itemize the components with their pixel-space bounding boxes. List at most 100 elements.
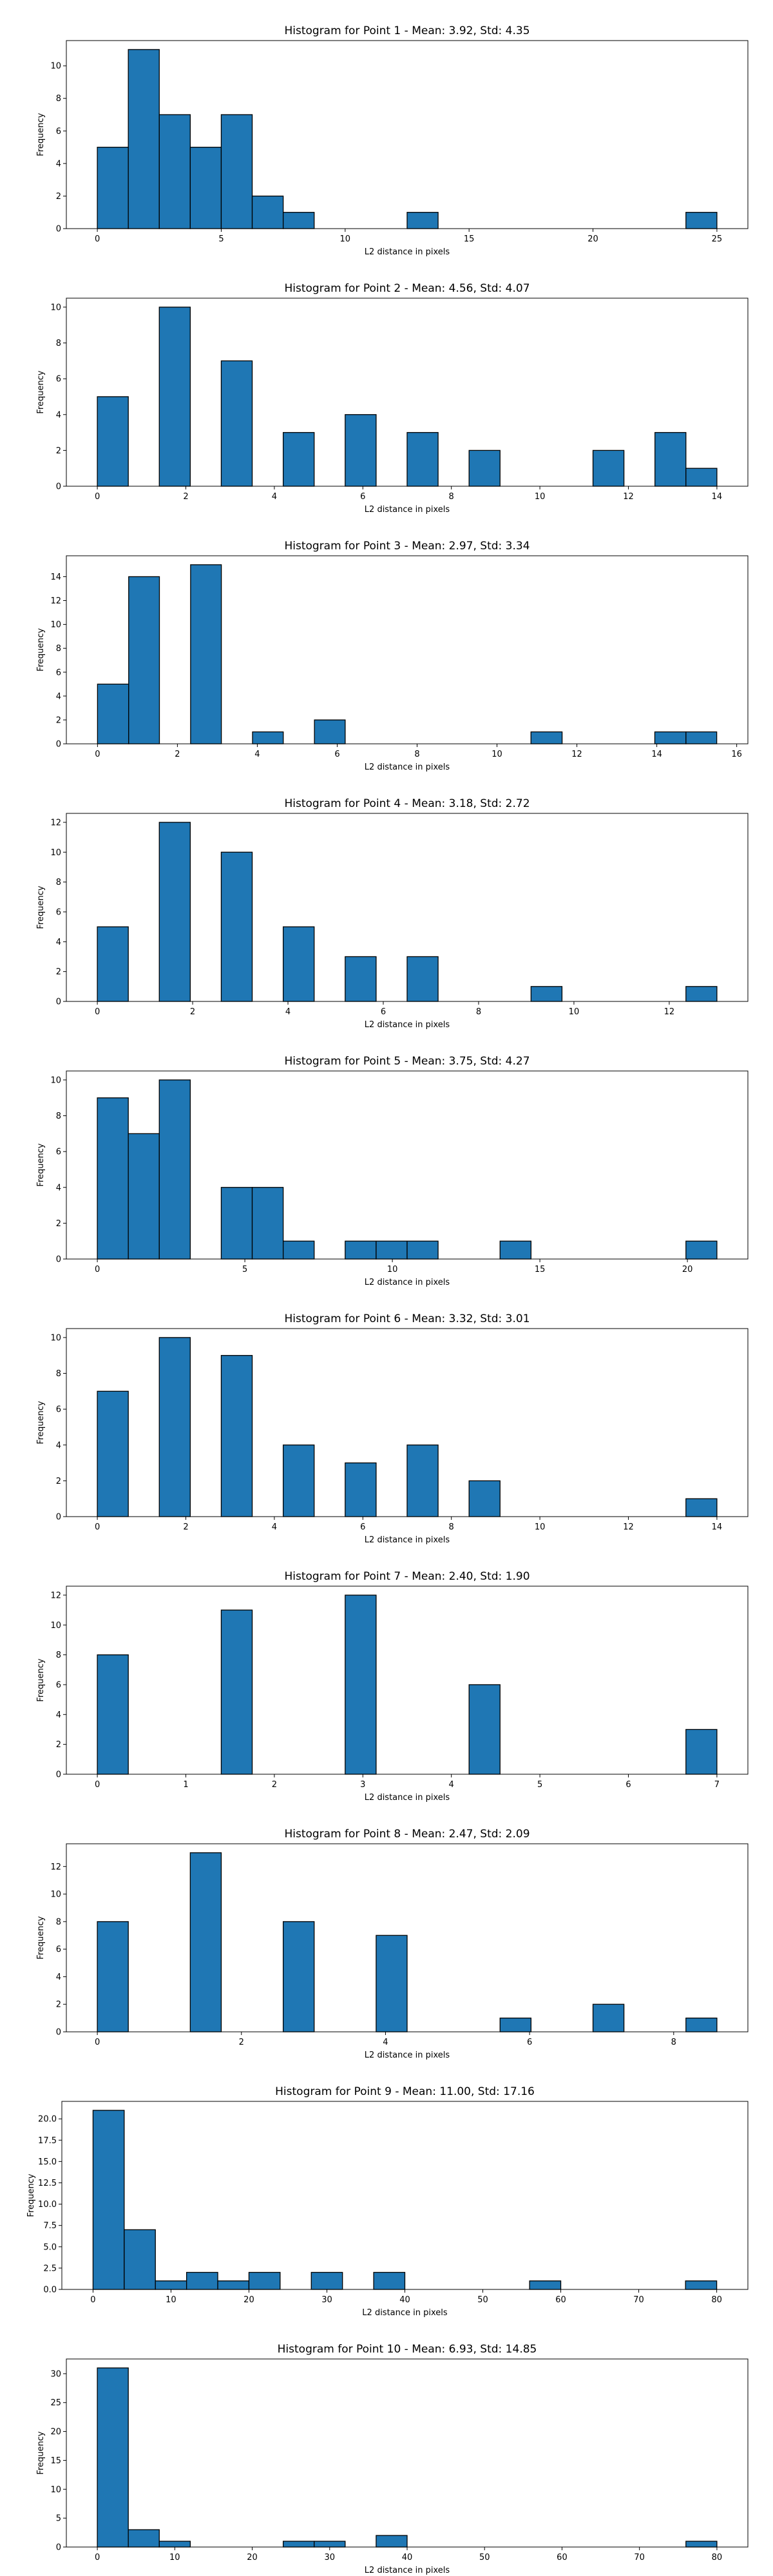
y-tick-label: 12.5 bbox=[38, 2179, 57, 2188]
chart-panel-3: Histogram for Point 3 - Mean: 2.97, Std:… bbox=[36, 540, 749, 772]
histogram-bar bbox=[592, 2003, 625, 2032]
x-tick-label: 6 bbox=[625, 1780, 631, 1790]
x-tick-label: 8 bbox=[449, 1522, 454, 1532]
x-tick-label: 4 bbox=[449, 1780, 454, 1790]
chart-panel-4: Histogram for Point 4 - Mean: 3.18, Std:… bbox=[36, 797, 749, 1030]
histogram-bar bbox=[654, 731, 687, 744]
x-tick-label: 30 bbox=[324, 2553, 335, 2562]
histogram-bar bbox=[282, 1240, 315, 1260]
chart-title-2: Histogram for Point 2 - Mean: 4.56, Std:… bbox=[284, 282, 530, 295]
histogram-bar bbox=[220, 1187, 253, 1260]
y-tick-label: 0 bbox=[56, 482, 61, 492]
x-tick-label: 20 bbox=[682, 1265, 693, 1274]
histogram-bar bbox=[248, 2271, 281, 2290]
histogram-bar bbox=[282, 212, 315, 229]
x-tick-label: 60 bbox=[557, 2553, 568, 2562]
y-tick-label: 0 bbox=[56, 1255, 61, 1265]
y-tick-label: 10 bbox=[50, 1621, 61, 1631]
y-tick-label: 10 bbox=[50, 2485, 61, 2495]
histogram-bar bbox=[345, 956, 377, 1002]
axes-frame bbox=[66, 1070, 749, 1260]
y-tick-label: 8 bbox=[56, 1917, 61, 1927]
histogram-bar bbox=[155, 2280, 187, 2290]
histogram-bar bbox=[124, 2229, 156, 2290]
histogram-bar bbox=[251, 1187, 284, 1260]
histogram-bar bbox=[97, 1097, 129, 1260]
y-axis-label: Frequency bbox=[26, 2174, 36, 2217]
histogram-bar bbox=[97, 1654, 129, 1775]
y-tick-label: 10 bbox=[50, 303, 61, 312]
x-tick-label: 4 bbox=[285, 1007, 291, 1017]
x-tick-label: 0 bbox=[95, 1007, 100, 1017]
histogram-bar bbox=[186, 2271, 218, 2290]
y-axis-label: Frequency bbox=[36, 113, 46, 156]
histogram-bar bbox=[251, 195, 284, 229]
x-tick-label: 60 bbox=[555, 2295, 566, 2305]
histogram-bar bbox=[685, 2541, 718, 2548]
histogram-bar bbox=[345, 1462, 377, 1517]
chart-title-3: Histogram for Point 3 - Mean: 2.97, Std:… bbox=[284, 540, 530, 553]
axes-frame bbox=[66, 298, 749, 487]
histogram-bar bbox=[189, 1852, 222, 2032]
chart-title-4: Histogram for Point 4 - Mean: 3.18, Std:… bbox=[284, 797, 530, 810]
y-tick-label: 10 bbox=[50, 62, 61, 71]
y-tick-label: 2 bbox=[56, 192, 61, 202]
histogram-bar bbox=[685, 2280, 718, 2290]
y-tick-label: 4 bbox=[56, 159, 61, 169]
y-tick-label: 2 bbox=[56, 446, 61, 456]
chart-title-8: Histogram for Point 8 - Mean: 2.47, Std:… bbox=[284, 1828, 530, 1841]
chart-title-1: Histogram for Point 1 - Mean: 3.92, Std:… bbox=[284, 24, 530, 37]
histogram-bar bbox=[685, 986, 718, 1002]
y-tick-label: 12 bbox=[50, 1862, 61, 1872]
chart-panel-8: Histogram for Point 8 - Mean: 2.47, Std:… bbox=[36, 1828, 749, 2060]
x-tick-label: 12 bbox=[623, 492, 634, 502]
y-tick-label: 20.0 bbox=[38, 2115, 57, 2125]
chart-title-6: Histogram for Point 6 - Mean: 3.32, Std:… bbox=[284, 1312, 530, 1325]
histogram-bar bbox=[345, 1240, 377, 1260]
x-tick-label: 10 bbox=[340, 234, 351, 244]
histogram-bar bbox=[282, 926, 315, 1002]
x-axis-label: L2 distance in pixels bbox=[365, 762, 450, 772]
y-tick-label: 4 bbox=[56, 1441, 61, 1450]
histogram-bar bbox=[97, 146, 129, 229]
y-axis-label: Frequency bbox=[36, 628, 46, 671]
histogram-bar bbox=[128, 576, 160, 744]
histogram-bar bbox=[220, 360, 253, 487]
y-tick-label: 7.5 bbox=[43, 2221, 57, 2231]
x-tick-label: 10 bbox=[491, 750, 502, 759]
y-tick-label: 17.5 bbox=[38, 2136, 57, 2146]
axes-frame bbox=[66, 40, 749, 229]
x-axis-label: L2 distance in pixels bbox=[365, 2050, 450, 2060]
y-tick-label: 8 bbox=[56, 1112, 61, 1121]
chart-panel-10: Histogram for Point 10 - Mean: 6.93, Std… bbox=[36, 2343, 749, 2575]
histogram-bar bbox=[345, 1595, 377, 1775]
y-tick-label: 2 bbox=[56, 1477, 61, 1486]
y-tick-label: 0 bbox=[56, 1770, 61, 1780]
histogram-bar bbox=[468, 1480, 501, 1517]
x-tick-label: 1 bbox=[183, 1780, 188, 1790]
y-tick-label: 8 bbox=[56, 878, 61, 887]
x-tick-label: 0 bbox=[95, 1265, 100, 1274]
y-axis-label: Frequency bbox=[36, 1916, 46, 1959]
y-tick-label: 2 bbox=[56, 967, 61, 977]
x-tick-label: 6 bbox=[360, 1522, 365, 1532]
histogram-bar bbox=[128, 1133, 160, 1260]
x-tick-label: 5 bbox=[242, 1265, 247, 1274]
x-tick-label: 16 bbox=[731, 750, 742, 759]
x-axis-label: L2 distance in pixels bbox=[365, 1020, 450, 1030]
histogram-bar bbox=[499, 1240, 532, 1260]
x-tick-label: 4 bbox=[254, 750, 260, 759]
histogram-bar bbox=[530, 731, 563, 744]
x-tick-label: 0 bbox=[95, 492, 100, 502]
x-tick-label: 6 bbox=[527, 2038, 532, 2047]
histogram-bar bbox=[685, 1728, 718, 1775]
x-tick-label: 20 bbox=[587, 234, 598, 244]
x-tick-label: 14 bbox=[712, 492, 723, 502]
x-tick-label: 14 bbox=[651, 750, 662, 759]
axes-frame bbox=[66, 813, 749, 1002]
x-tick-label: 15 bbox=[535, 1265, 546, 1274]
y-tick-label: 10 bbox=[50, 1890, 61, 1900]
y-tick-label: 4 bbox=[56, 938, 61, 947]
chart-title-10: Histogram for Point 10 - Mean: 6.93, Std… bbox=[278, 2343, 537, 2356]
axes-frame bbox=[66, 2358, 749, 2548]
